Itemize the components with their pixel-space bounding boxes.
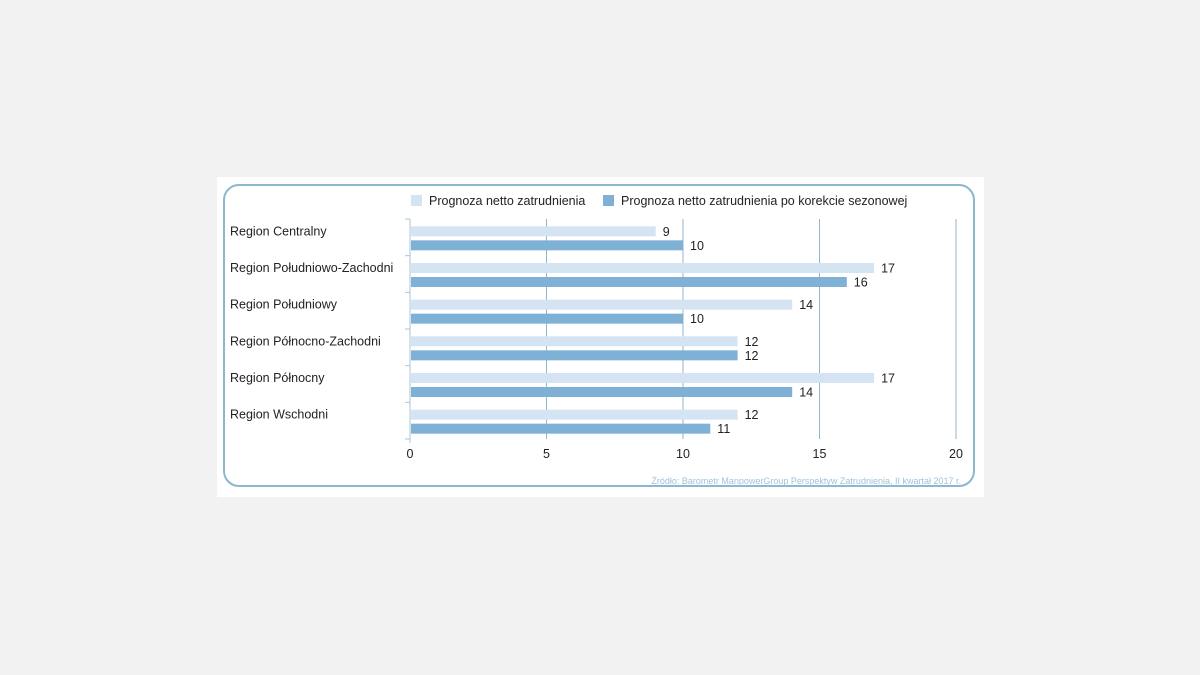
legend-swatch-series-1 [411,195,422,206]
category-label: Region Centralny [230,224,327,238]
bar-series-1 [411,373,875,383]
category-label: Region Południowo-Zachodni [230,261,393,275]
bar-series-1 [411,299,793,310]
chart-frame [223,184,975,487]
category-label: Region Północno-Zachodni [230,334,381,348]
legend-label-series-1: Prognoza netto zatrudnienia [429,194,585,208]
legend: Prognoza netto zatrudnienia Prognoza net… [411,194,907,208]
legend-swatch-series-2 [603,195,614,206]
chart-panel: Prognoza netto zatrudnienia Prognoza net… [217,177,984,497]
x-tick-label-5: 5 [543,447,550,461]
bar-series-2 [411,277,847,287]
x-tick-label-0: 0 [407,447,414,461]
data-label-series-2: 11 [717,422,730,436]
bar-series-2 [411,387,793,397]
bar-series-2 [411,423,711,434]
source-note: Źródło: Barometr ManpowerGroup Perspekty… [651,476,961,486]
data-label-series-1: 17 [881,262,895,276]
x-axis: 0 5 10 15 20 [405,218,963,461]
bar-series-1 [411,226,656,237]
category-labels: Region Centralny Region Południowo-Zachod… [230,224,393,421]
gridlines [546,219,957,439]
x-tick-label-10: 10 [676,447,690,461]
x-tick-label-20: 20 [949,447,963,461]
data-label-series-1: 14 [799,298,813,312]
data-label-series-2: 10 [690,312,704,326]
data-label-series-1: 12 [745,408,759,422]
category-label: Region Wschodni [230,408,328,422]
bar-series-1 [411,336,738,347]
bar-series-1 [411,263,875,273]
bar-series-1 [411,409,738,420]
category-label: Region Północny [230,371,325,385]
x-tick-label-15: 15 [813,447,827,461]
bar-series-2 [411,350,738,361]
data-label-series-1: 17 [881,372,895,386]
data-label-series-1: 12 [745,335,759,349]
bar-series-2 [411,313,683,324]
data-label-series-1: 9 [663,225,670,239]
legend-label-series-2: Prognoza netto zatrudnienia po korekcie … [621,194,907,208]
data-label-series-2: 16 [854,276,868,290]
data-label-series-2: 10 [690,239,704,253]
data-label-series-2: 12 [745,349,759,363]
bar-chart: Prognoza netto zatrudnienia Prognoza net… [230,194,963,486]
bar-series-2 [411,240,683,251]
data-label-series-2: 14 [799,386,813,400]
category-label: Region Południowy [230,298,338,312]
